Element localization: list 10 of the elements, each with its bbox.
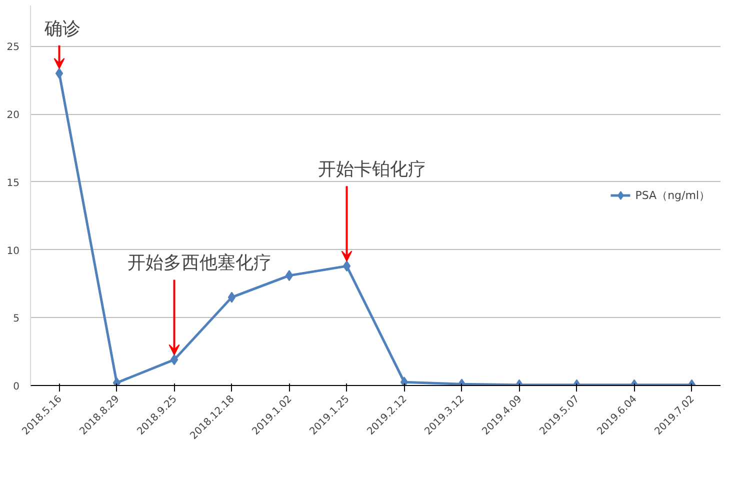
- annotation: 确诊: [43, 18, 80, 40]
- legend-label: PSA（ng/ml）: [635, 188, 710, 202]
- y-tick-label: 5: [13, 314, 20, 325]
- annotation: 开始多西他塞化疗: [127, 252, 272, 274]
- y-tick-label: 15: [6, 178, 20, 189]
- y-tick-label: 0: [13, 382, 20, 392]
- y-tick-label: 10: [6, 246, 20, 257]
- y-tick-label: 25: [6, 42, 20, 54]
- annotation: 开始卡铂化疗: [318, 159, 426, 180]
- y-tick-label: 20: [6, 110, 20, 122]
